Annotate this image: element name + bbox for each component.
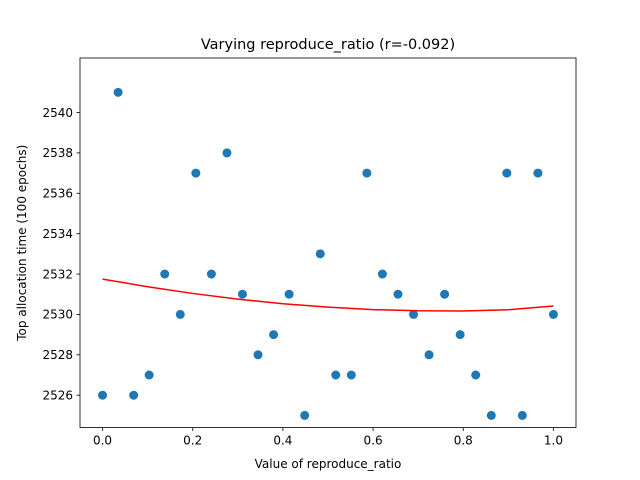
scatter-point [455,330,465,340]
x-tick-label: 0.4 [273,434,292,448]
scatter-point [548,309,558,319]
y-tick-label: 2530 [42,308,73,322]
scatter-point [315,249,325,259]
scatter-point [237,289,247,299]
scatter-point [113,87,123,97]
scatter-point [517,410,527,420]
scatter-point [331,370,341,380]
scatter-point [377,269,387,279]
scatter-point [129,390,139,400]
x-tick-label: 0.0 [93,434,112,448]
y-tick-label: 2540 [42,106,73,120]
y-tick-label: 2536 [42,187,73,201]
x-axis-ticks: 0.0 0.2 0.4 0.6 0.8 1.0 [93,427,563,448]
scatter-point [346,370,356,380]
scatter-point [253,350,263,360]
plot-area [80,58,576,428]
y-tick-label: 2534 [42,227,73,241]
scatter-point [284,289,294,299]
scatter-point [471,370,481,380]
scatter-point [98,390,108,400]
scatter-point [362,168,372,178]
scatter-point [486,410,496,420]
x-tick-label: 0.2 [183,434,202,448]
y-tick-label: 2526 [42,388,73,402]
y-tick-label: 2528 [42,348,73,362]
scatter-point [160,269,170,279]
scatter-point [269,330,279,340]
scatter-point [300,410,310,420]
fit-curve [102,278,554,312]
scatter-point [222,148,232,158]
scatter-point [424,350,434,360]
scatter-point [144,370,154,380]
y-tick-label: 2538 [42,146,73,160]
x-axis-label: Value of reproduce_ratio [255,457,402,471]
scatter-point [206,269,216,279]
plot-frame [79,57,577,428]
scatter-point [440,289,450,299]
scatter-point [191,168,201,178]
y-tick-label: 2532 [42,267,73,281]
y-axis-label: Top allocation time (100 epochs) [15,145,29,342]
scatter-point [409,309,419,319]
data-marks [98,87,558,420]
scatter-point [533,168,543,178]
scatter-point [502,168,512,178]
x-tick-label: 0.6 [364,434,383,448]
scatter-point [393,289,403,299]
x-tick-label: 1.0 [544,434,563,448]
scatter-point [175,309,185,319]
chart-title: Varying reproduce_ratio (r=-0.092) [201,37,455,53]
y-axis-ticks: 2526 2528 2530 2532 2534 2536 2538 2540 [42,106,80,402]
x-tick-label: 0.8 [454,434,473,448]
